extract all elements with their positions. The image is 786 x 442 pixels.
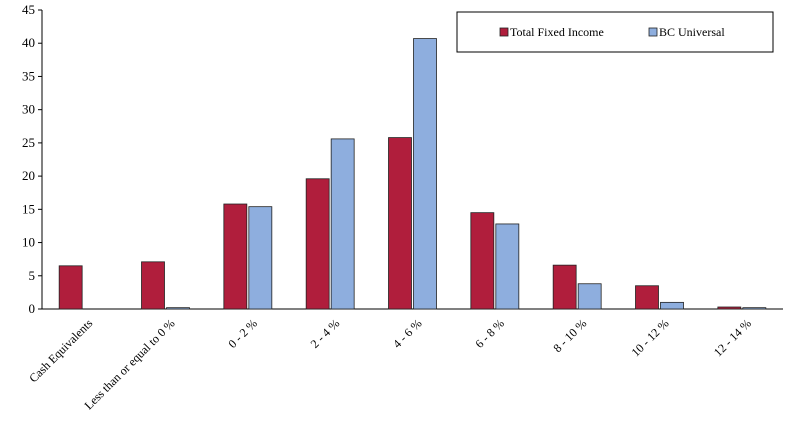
bars [58,38,767,310]
bar-bc-universal [742,307,767,310]
bar-bc-universal [330,138,355,310]
y-axis-ticks: 0 5 10 15 20 25 30 35 40 45 [22,2,42,316]
bar-bc-universal [495,223,520,310]
axes [41,10,783,310]
y-tick-label: 45 [22,2,35,17]
y-tick-label: 15 [22,201,35,216]
legend-box [456,11,774,53]
x-tick-label: 12 - 14 % [711,316,754,359]
bar-bc-universal [660,301,684,310]
x-tick-label: 2 - 4 % [308,316,343,351]
bar-bc-universal [413,38,437,310]
bar-total-fixed-income [305,178,330,310]
x-tick-label: 8 - 10 % [550,316,589,355]
bar-total-fixed-income [717,306,742,310]
bar-total-fixed-income [388,137,412,310]
bar-total-fixed-income [470,212,495,310]
y-tick-label: 20 [22,168,35,183]
bar-total-fixed-income [552,264,577,310]
bar-total-fixed-income [635,285,659,310]
y-tick-label: 0 [29,301,36,316]
bar-bc-universal [248,206,273,310]
y-tick-label: 35 [22,68,35,83]
x-tick-label: Less than or equal to 0 % [81,316,177,412]
y-tick-label: 40 [22,35,35,50]
bar-bc-universal [577,283,602,310]
bar-total-fixed-income [223,203,248,310]
y-tick-label: 5 [29,268,36,283]
x-tick-label: 10 - 12 % [628,316,671,359]
legend-swatch-total-fixed-income [499,27,509,37]
x-tick-label: 0 - 2 % [225,316,260,351]
x-tick-label: 4 - 6 % [390,316,425,351]
y-tick-label: 10 [22,235,35,250]
legend-label-total-fixed-income: Total Fixed Income [510,25,604,39]
x-tick-label: Cash Equivalents [26,316,95,385]
y-tick-label: 30 [22,102,35,117]
legend-swatch-bc-universal [648,27,658,37]
legend: Total Fixed Income BC Universal [456,11,774,53]
bar-total-fixed-income [141,261,165,310]
bar-total-fixed-income [58,265,83,310]
legend-label-bc-universal: BC Universal [659,25,725,39]
bar-bc-universal [166,307,190,310]
y-tick-label: 25 [22,135,35,150]
x-tick-label: 6 - 8 % [472,316,507,351]
